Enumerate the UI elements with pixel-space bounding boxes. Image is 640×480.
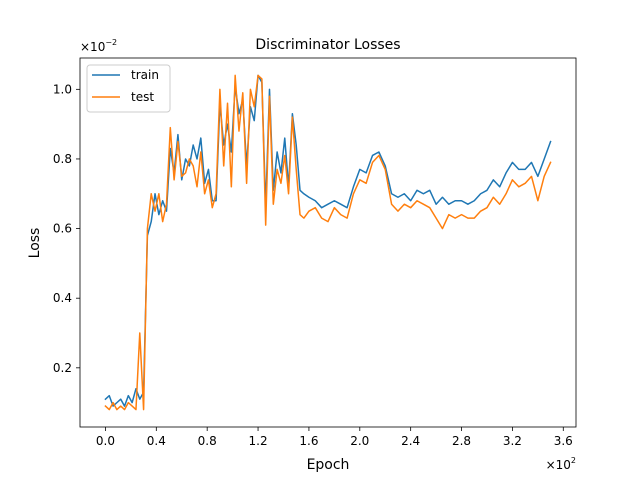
- legend-label-test: test: [131, 90, 154, 104]
- plot-area: [80, 58, 576, 427]
- axes-frame: [79, 57, 577, 428]
- x-tick-label: 1.2: [249, 434, 268, 448]
- x-tick-label: 2.0: [350, 434, 369, 448]
- x-tick-label: 0.8: [198, 434, 217, 448]
- series-layer: [104, 74, 552, 411]
- x-tick-label: 0.0: [96, 434, 115, 448]
- x-tick-label: 2.8: [452, 434, 471, 448]
- y-tick-label: 0.2: [53, 361, 72, 375]
- y-tick-label: 0.4: [53, 291, 72, 305]
- x-tick-label: 2.4: [401, 434, 420, 448]
- legend: train test: [86, 64, 171, 113]
- y-axis-multiplier: ×10−2: [80, 38, 117, 54]
- x-tick-label: 3.2: [503, 434, 522, 448]
- y-axis-label: Loss: [27, 228, 43, 259]
- x-axis: 0.0 0.4 0.8 1.2 1.6 2.0 2.4 2.8 3.2 3.6: [96, 427, 573, 448]
- y-tick-label: 1.0: [53, 82, 72, 96]
- chart-title: Discriminator Losses: [255, 37, 400, 53]
- x-axis-multiplier: ×102: [546, 456, 576, 472]
- x-axis-label: Epoch: [307, 457, 350, 473]
- y-tick-label: 0.6: [53, 222, 72, 236]
- legend-box: [86, 64, 171, 113]
- x-tick-label: 3.6: [554, 434, 573, 448]
- legend-label-train: train: [131, 68, 159, 82]
- series-line-train: [104, 74, 552, 407]
- y-tick-label: 0.8: [53, 152, 72, 166]
- series-line-test: [104, 74, 552, 411]
- x-tick-label: 1.6: [299, 434, 318, 448]
- x-tick-label: 0.4: [147, 434, 166, 448]
- y-axis: 0.2 0.4 0.6 0.8 1.0: [53, 82, 80, 375]
